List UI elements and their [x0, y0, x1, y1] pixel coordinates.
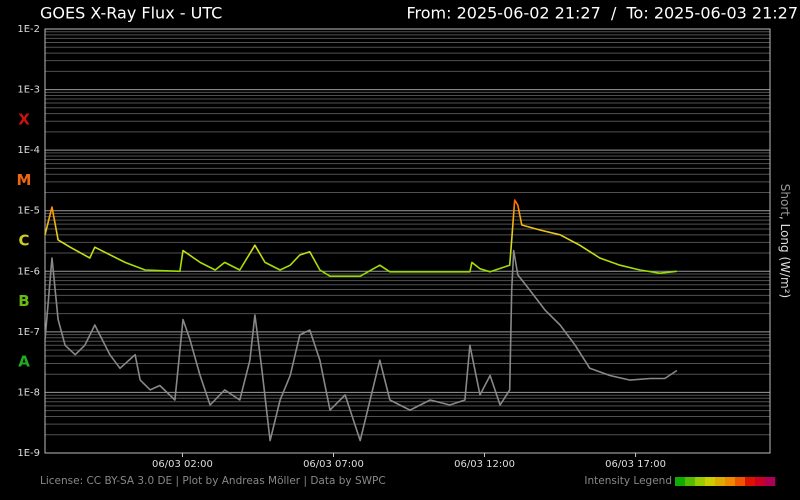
- legend-swatch: [675, 477, 686, 486]
- x-tick-label: 06/03 02:00: [152, 459, 213, 470]
- x-tick-label: 06/03 07:00: [303, 459, 364, 470]
- x-tick-label: 06/03 17:00: [605, 459, 666, 470]
- legend-swatch: [715, 477, 726, 486]
- series-line: [44, 249, 678, 442]
- legend-swatch: [755, 477, 766, 486]
- y-tick-label: 1E-4: [17, 145, 40, 156]
- flare-class-label: X: [18, 110, 30, 128]
- legend-swatch: [695, 477, 706, 486]
- flare-class-label: B: [18, 292, 29, 310]
- legend-swatch: [685, 477, 696, 486]
- legend-swatch: [765, 477, 776, 486]
- y-tick-label: 1E-9: [17, 448, 40, 459]
- plot-frame: [44, 28, 771, 454]
- series-line: [44, 199, 677, 277]
- y-tick-label: 1E-6: [17, 266, 40, 277]
- x-tick-label: 06/03 12:00: [454, 459, 515, 470]
- flare-class-label: A: [18, 353, 30, 371]
- y-tick-label: 1E-3: [17, 85, 40, 96]
- legend-swatch: [745, 477, 756, 486]
- flare-class-label: M: [17, 171, 32, 189]
- y-tick-label: 1E-5: [17, 206, 40, 217]
- legend-label: Intensity Legend: [584, 475, 672, 487]
- chart-title: GOES X-Ray Flux - UTC: [40, 4, 222, 23]
- y-tick-label: 1E-2: [17, 24, 40, 35]
- footer: License: CC BY-SA 3.0 DE | Plot by Andre…: [40, 475, 386, 487]
- y-axis-label-part: Short: [779, 184, 793, 216]
- date-range: From: 2025-06-02 21:27 / To: 2025-06-03 …: [406, 4, 798, 23]
- legend-swatch: [725, 477, 736, 486]
- y-axis-label-part: , Long (W/m²): [779, 216, 793, 298]
- flare-class-label: C: [18, 232, 29, 250]
- y-tick-label: 1E-8: [17, 387, 40, 398]
- legend-swatch: [705, 477, 716, 486]
- y-tick-label: 1E-7: [17, 327, 40, 338]
- legend-swatch: [735, 477, 746, 486]
- y-axis-label: Short, Long (W/m²): [779, 184, 793, 298]
